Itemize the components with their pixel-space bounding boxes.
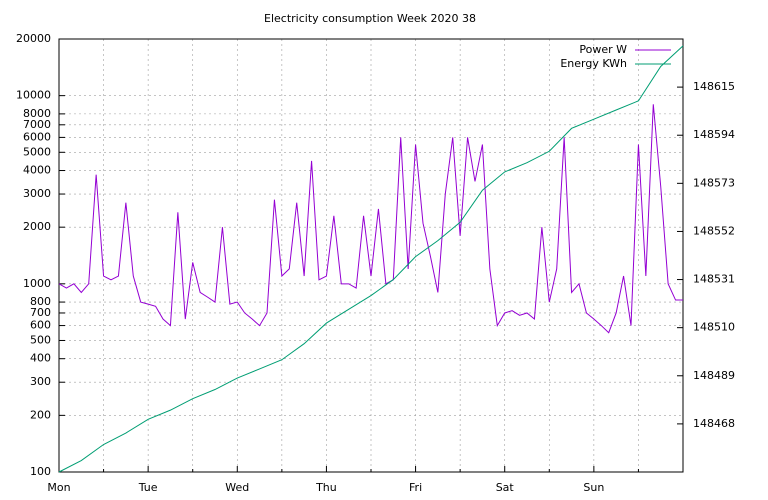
y-tick-label: 200 bbox=[30, 408, 51, 421]
y-tick-label: 700 bbox=[30, 306, 51, 319]
y-tick-label: 2000 bbox=[23, 220, 51, 233]
x-tick-label: Fri bbox=[409, 481, 422, 494]
y2-tick-label: 148510 bbox=[693, 321, 735, 334]
y-tick-label: 5000 bbox=[23, 145, 51, 158]
y2-tick-label: 148552 bbox=[693, 224, 735, 237]
y2-tick-label: 148489 bbox=[693, 369, 735, 382]
y2-tick-label: 148531 bbox=[693, 273, 735, 286]
y-tick-label: 7000 bbox=[23, 118, 51, 131]
y2-tick-label: 148573 bbox=[693, 176, 735, 189]
y-tick-label: 8000 bbox=[23, 107, 51, 120]
y-tick-label: 400 bbox=[30, 352, 51, 365]
x-tick-label: Sun bbox=[583, 481, 604, 494]
y-tick-label: 300 bbox=[30, 375, 51, 388]
y-tick-label: 3000 bbox=[23, 187, 51, 200]
y2-tick-label: 148594 bbox=[693, 128, 735, 141]
chart-title: Electricity consumption Week 2020 38 bbox=[264, 12, 476, 25]
x-tick-label: Sat bbox=[496, 481, 515, 494]
y-tick-label: 4000 bbox=[23, 164, 51, 177]
x-tick-label: Mon bbox=[47, 481, 70, 494]
series-line bbox=[58, 104, 683, 334]
plot-frame bbox=[58, 38, 684, 473]
y-tick-label: 600 bbox=[30, 319, 51, 332]
y-tick-label: 100 bbox=[30, 465, 51, 478]
x-tick-label: Wed bbox=[225, 481, 249, 494]
y-tick-label: 800 bbox=[30, 295, 51, 308]
y-tick-label: 20000 bbox=[16, 32, 51, 45]
x-tick-label: Thu bbox=[315, 481, 337, 494]
series-line bbox=[58, 45, 684, 473]
y2-tick-label: 148468 bbox=[693, 417, 735, 430]
y-tick-label: 1000 bbox=[23, 277, 51, 290]
legend-label: Energy KWh bbox=[560, 57, 627, 70]
y2-tick-label: 148615 bbox=[693, 80, 735, 93]
legend-label: Power W bbox=[579, 43, 627, 56]
y-tick-label: 500 bbox=[30, 333, 51, 346]
x-tick-label: Tue bbox=[138, 481, 158, 494]
y-tick-label: 10000 bbox=[16, 89, 51, 102]
y-tick-label: 6000 bbox=[23, 130, 51, 143]
